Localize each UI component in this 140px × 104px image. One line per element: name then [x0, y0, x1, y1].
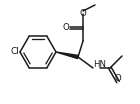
Text: O: O: [80, 9, 86, 19]
Text: Cl: Cl: [10, 48, 19, 56]
Text: HN: HN: [93, 60, 106, 69]
Text: O: O: [115, 74, 121, 83]
Polygon shape: [56, 52, 78, 59]
Text: O: O: [62, 24, 69, 32]
